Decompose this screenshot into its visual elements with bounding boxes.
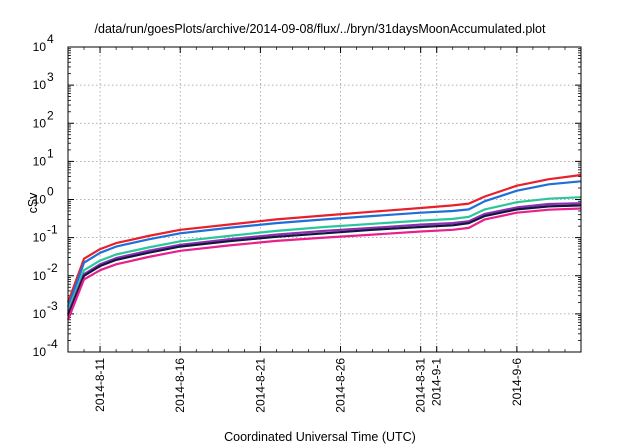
chart-title: /data/run/goesPlots/archive/2014-09-08/f…	[94, 22, 546, 36]
y-tick-exponent: 3	[47, 70, 54, 84]
y-tick-label: 10	[33, 269, 47, 283]
x-axis-label: Coordinated Universal Time (UTC)	[224, 430, 416, 444]
x-tick-label: 2014-8-11	[93, 358, 107, 412]
series-line-4	[66, 202, 582, 315]
y-tick-label: 10	[33, 307, 47, 321]
y-tick-label: 10	[33, 40, 47, 54]
x-tick-label: 2014-9-1	[430, 358, 444, 406]
y-tick-exponent: 2	[47, 108, 54, 122]
y-tick-exponent: -4	[47, 337, 58, 351]
series-line-1	[66, 173, 582, 303]
y-tick-exponent: 4	[47, 32, 54, 46]
x-tick-label: 2014-8-21	[253, 358, 267, 413]
y-tick-label: 10	[33, 345, 47, 359]
y-tick-label: 10	[33, 116, 47, 130]
y-tick-exponent: 0	[47, 185, 54, 199]
y-tick-label: 10	[33, 154, 47, 168]
x-tick-label: 2014-8-26	[334, 358, 348, 413]
y-tick-label: 10	[33, 193, 47, 207]
series-line-2	[66, 180, 582, 308]
y-tick-label: 10	[33, 78, 47, 92]
y-tick-exponent: -2	[47, 261, 58, 275]
y-tick-exponent: -1	[47, 223, 58, 237]
x-tick-label: 2014-8-16	[173, 358, 187, 413]
y-tick-label: 10	[33, 231, 47, 245]
series-line-6	[66, 207, 582, 321]
plot-frame	[67, 46, 582, 353]
series-line-5	[66, 204, 582, 317]
x-tick-label: 2014-8-31	[414, 358, 428, 413]
y-tick-exponent: 1	[47, 146, 54, 160]
y-tick-exponent: -3	[47, 299, 58, 313]
x-tick-label: 2014-9-6	[510, 358, 524, 406]
series-line-3	[66, 196, 582, 312]
